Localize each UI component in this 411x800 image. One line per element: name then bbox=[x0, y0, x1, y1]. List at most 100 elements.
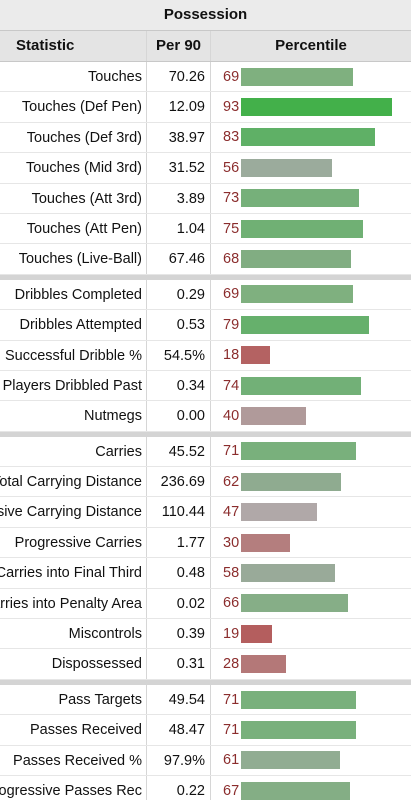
table-body: Touches 70.26 69 Touches (Def Pen) 12.09 93 To… bbox=[0, 62, 411, 800]
percentile-bar bbox=[241, 285, 353, 304]
percentile-bar-track bbox=[241, 406, 403, 425]
percentile-value: 69 bbox=[223, 68, 240, 85]
percentile-bar-track bbox=[241, 250, 403, 269]
percentile-value: 71 bbox=[223, 443, 240, 460]
header-statistic[interactable]: Statistic bbox=[16, 37, 75, 54]
percentile-value: 30 bbox=[223, 534, 240, 551]
percentile-value: 58 bbox=[223, 564, 240, 581]
stat-label: Progressive Passes Rec bbox=[0, 782, 142, 799]
percentile-value: 66 bbox=[223, 595, 240, 612]
percentile-bar-track bbox=[241, 67, 403, 86]
per90-value: 0.22 bbox=[146, 775, 210, 800]
stat-label: Dribbles Completed bbox=[14, 286, 142, 303]
percentile-value: 47 bbox=[223, 504, 240, 521]
percentile-value: 68 bbox=[223, 251, 240, 268]
percentile-value: 69 bbox=[223, 286, 240, 303]
percentile-value: 62 bbox=[223, 473, 240, 490]
table-row: Touches (Def 3rd) 38.97 83 bbox=[0, 122, 411, 154]
stat-cell: Successful Dribble % bbox=[0, 341, 146, 370]
table-row: Miscontrols 0.39 19 bbox=[0, 619, 411, 650]
stat-label: Passes Received % bbox=[13, 752, 142, 769]
stat-cell: Dribbles Completed bbox=[0, 280, 146, 309]
percentile-value: 71 bbox=[223, 721, 240, 738]
percentile-cell: 62 bbox=[210, 467, 411, 497]
table-row: Touches (Att 3rd) 3.89 73 bbox=[0, 183, 411, 214]
percentile-bar-track bbox=[241, 315, 403, 334]
percentile-bar bbox=[241, 128, 376, 147]
stat-label: Progressive Carries bbox=[14, 534, 142, 551]
group-separator bbox=[0, 679, 411, 685]
percentile-bar-track bbox=[241, 563, 403, 582]
per90-value: 3.89 bbox=[146, 183, 210, 213]
percentile-cell: 61 bbox=[210, 745, 411, 775]
per90-value: 38.97 bbox=[146, 122, 210, 153]
percentile-value: 61 bbox=[223, 752, 240, 769]
stat-cell: Touches bbox=[0, 62, 146, 91]
stat-label: Touches (Att Pen) bbox=[26, 220, 142, 237]
percentile-bar-track bbox=[241, 189, 403, 208]
stat-cell: Dribbles Attempted bbox=[0, 310, 146, 339]
percentile-cell: 19 bbox=[210, 619, 411, 649]
percentile-value: 40 bbox=[223, 408, 240, 424]
stat-cell: Total Carrying Distance bbox=[0, 467, 146, 496]
table-row: Nutmegs 0.00 40 bbox=[0, 401, 411, 432]
percentile-bar-track bbox=[241, 285, 403, 304]
per90-value: 54.5% bbox=[146, 340, 210, 370]
percentile-cell: 83 bbox=[210, 122, 411, 153]
table-row: Carries into Final Third 0.48 58 bbox=[0, 558, 411, 589]
percentile-bar bbox=[241, 533, 290, 552]
per90-value: 0.34 bbox=[146, 370, 210, 401]
header-percentile[interactable]: Percentile bbox=[210, 31, 411, 61]
percentile-bar bbox=[241, 67, 353, 86]
stat-label: Total Carrying Distance bbox=[0, 474, 142, 491]
stat-label: Successful Dribble % bbox=[5, 347, 142, 364]
stat-label: Carries into Final Third bbox=[0, 565, 142, 582]
percentile-bar-track bbox=[241, 346, 403, 365]
stat-cell: Carries bbox=[0, 437, 146, 466]
stat-cell: Progressive Carrying Distance bbox=[0, 497, 146, 526]
percentile-bar bbox=[241, 315, 369, 334]
percentile-bar bbox=[241, 346, 271, 365]
percentile-value: 79 bbox=[223, 316, 240, 333]
percentile-bar bbox=[241, 472, 342, 491]
per90-value: 97.9% bbox=[146, 745, 210, 775]
table-row: Total Carrying Distance 236.69 62 bbox=[0, 467, 411, 498]
stat-cell: Touches (Att 3rd) bbox=[0, 184, 146, 213]
table-row: Dispossessed 0.31 28 bbox=[0, 649, 411, 680]
percentile-cell: 69 bbox=[210, 279, 411, 310]
table-row: Passes Received 48.47 71 bbox=[0, 715, 411, 746]
table-row: Progressive Carries 1.77 30 bbox=[0, 527, 411, 559]
percentile-bar-track bbox=[241, 219, 403, 238]
table-row: Successful Dribble % 54.5% 18 bbox=[0, 340, 411, 371]
table-row: Touches (Def Pen) 12.09 93 bbox=[0, 92, 411, 123]
header-per90[interactable]: Per 90 bbox=[146, 31, 210, 61]
per90-value: 110.44 bbox=[146, 497, 210, 527]
per90-value: 48.47 bbox=[146, 715, 210, 745]
percentile-bar-track bbox=[241, 533, 403, 552]
stat-cell: Carries into Final Third bbox=[0, 558, 146, 587]
percentile-value: 18 bbox=[223, 347, 240, 364]
percentile-bar-track bbox=[241, 655, 403, 674]
stat-label: Progressive Carrying Distance bbox=[0, 504, 142, 521]
percentile-cell: 74 bbox=[210, 370, 411, 401]
per90-value: 0.48 bbox=[146, 558, 210, 588]
percentile-cell: 18 bbox=[210, 340, 411, 370]
percentile-value: 74 bbox=[223, 377, 240, 394]
per90-value: 1.04 bbox=[146, 213, 210, 244]
percentile-value: 71 bbox=[223, 691, 240, 708]
percentile-cell: 67 bbox=[210, 775, 411, 800]
per90-value: 45.52 bbox=[146, 436, 210, 467]
percentile-value: 75 bbox=[223, 220, 240, 237]
stat-label: Touches (Def Pen) bbox=[21, 99, 142, 116]
percentile-bar bbox=[241, 720, 357, 739]
percentile-bar bbox=[241, 563, 335, 582]
percentile-bar bbox=[241, 189, 360, 208]
per90-value: 70.26 bbox=[146, 62, 210, 92]
percentile-value: 19 bbox=[223, 625, 240, 642]
table-title: Possession bbox=[0, 0, 411, 30]
percentile-cell: 30 bbox=[210, 527, 411, 558]
percentile-cell: 75 bbox=[210, 213, 411, 244]
percentile-value: 73 bbox=[223, 190, 240, 207]
